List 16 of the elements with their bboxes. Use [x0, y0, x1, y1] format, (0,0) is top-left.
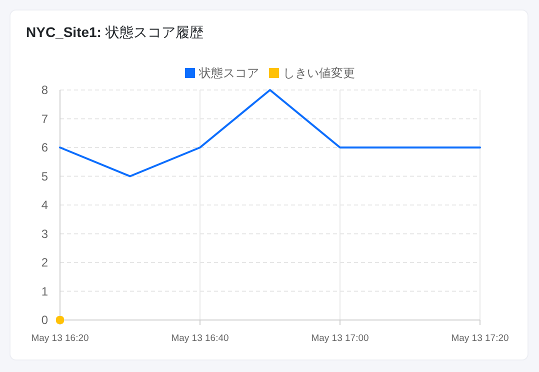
y-tick-label: 8 [41, 83, 48, 97]
legend-label: 状態スコア [198, 66, 259, 80]
y-tick-label: 5 [41, 169, 48, 184]
x-tick-label: May 13 17:00 [311, 333, 369, 344]
y-tick-label: 4 [41, 198, 48, 212]
y-tick-label: 0 [41, 313, 48, 327]
chart-title: NYC_Site1: 状態スコア履歴 [26, 24, 204, 40]
y-tick-label: 1 [41, 284, 48, 298]
legend-label: しきい値変更 [283, 66, 355, 80]
x-tick-label: May 13 17:20 [451, 333, 509, 344]
y-tick-label: 3 [41, 226, 48, 241]
y-tick-label: 2 [41, 256, 48, 270]
y-tick-label: 6 [41, 140, 48, 154]
x-tick-label: May 13 16:20 [31, 333, 89, 344]
x-tick-label: May 13 16:40 [171, 333, 229, 344]
y-tick-label: 7 [41, 112, 48, 126]
